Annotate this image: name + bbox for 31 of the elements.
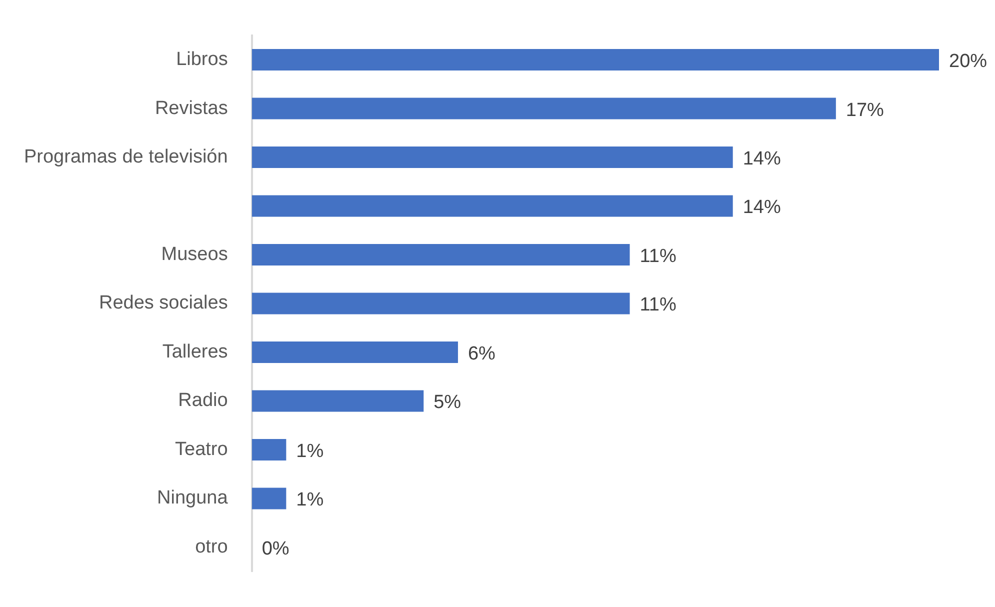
bar [252,390,424,412]
data-label: 14% [742,148,781,170]
data-label: 1% [296,490,324,511]
y-tick-label: Libros [176,49,228,70]
bar [252,488,286,510]
y-tick-label: Revistas [154,98,228,119]
data-label: 11% [640,246,676,267]
data-label: 1% [296,440,324,462]
y-tick-label: Teatro [175,438,228,460]
y-tick-label: Ninguna [157,488,228,509]
data-label: 0% [262,538,290,560]
data-label: 17% [846,100,884,121]
data-label: 20% [949,51,988,72]
bar [252,146,733,168]
bar [252,195,733,217]
bar [252,244,630,266]
data-label: 5% [434,392,462,414]
bar [252,438,286,461]
data-label: 6% [468,343,496,364]
bar [252,98,836,120]
bar [252,49,939,71]
y-tick-label: Programas de televisión [24,146,228,168]
bar [252,341,458,364]
bar [252,292,630,314]
y-tick-label: Talleres [162,341,228,362]
y-tick-label: otro [195,536,228,558]
y-tick-label: Radio [178,390,228,412]
y-tick-label: Museos [161,244,228,265]
data-label: 14% [742,197,781,218]
y-tick-label: Redes sociales [98,292,228,314]
data-label: 11% [640,294,676,316]
